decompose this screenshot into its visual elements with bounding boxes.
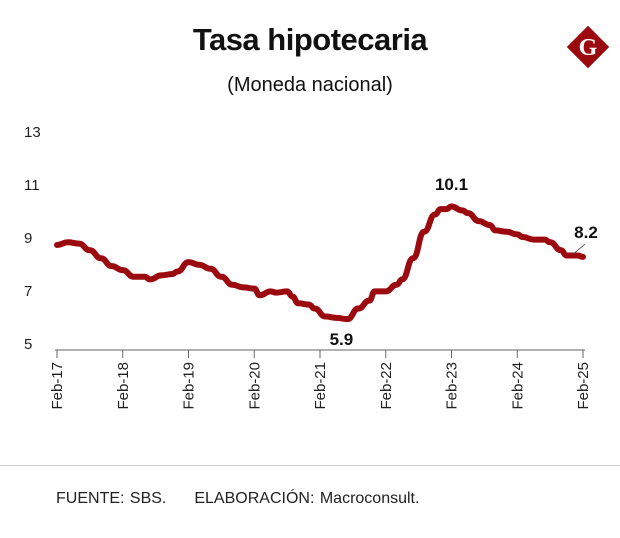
svg-text:G: G	[579, 35, 598, 61]
x-tick-label: Feb-20	[246, 362, 263, 410]
chart-title: Tasa hipotecaria	[192, 22, 428, 57]
chart-subtitle: (Moneda nacional)	[227, 74, 393, 96]
x-tick-label: Feb-19	[181, 362, 198, 410]
x-tick-label: Feb-25	[575, 362, 592, 410]
x-tick-label: Feb-17	[49, 362, 66, 410]
source-text: FUENTE: SBS.	[56, 490, 167, 507]
y-tick-label: 7	[24, 283, 32, 300]
annotation-min: 5.9	[330, 330, 354, 349]
x-tick-label: Feb-22	[378, 362, 395, 410]
y-tick-label: 11	[24, 177, 40, 194]
series-line	[54, 203, 586, 323]
x-tick-label: Feb-18	[115, 362, 132, 410]
y-tick-label: 13	[24, 124, 41, 141]
x-tick-label: Feb-23	[444, 362, 461, 410]
brand-logo-icon: G	[566, 25, 610, 69]
source-note: FUENTE: SBS. ELABORACIÓN: Macroconsult.	[56, 490, 447, 508]
y-tick-label: 9	[24, 230, 32, 247]
annotation-max: 10.1	[435, 175, 468, 194]
annotation-leader	[572, 243, 586, 255]
line-chart: 13 11 9 7 5 Feb-17 Feb-18 Feb-19 Feb-20 Feb-21 Feb…	[24, 124, 598, 410]
x-tick-label: Feb-21	[312, 362, 329, 410]
x-tick-label: Feb-24	[509, 362, 526, 410]
elaboration-text: ELABORACIÓN: Macroconsult.	[194, 490, 420, 507]
y-tick-label: 5	[24, 336, 32, 353]
annotation-last: 8.2	[574, 223, 598, 242]
divider	[0, 465, 620, 466]
